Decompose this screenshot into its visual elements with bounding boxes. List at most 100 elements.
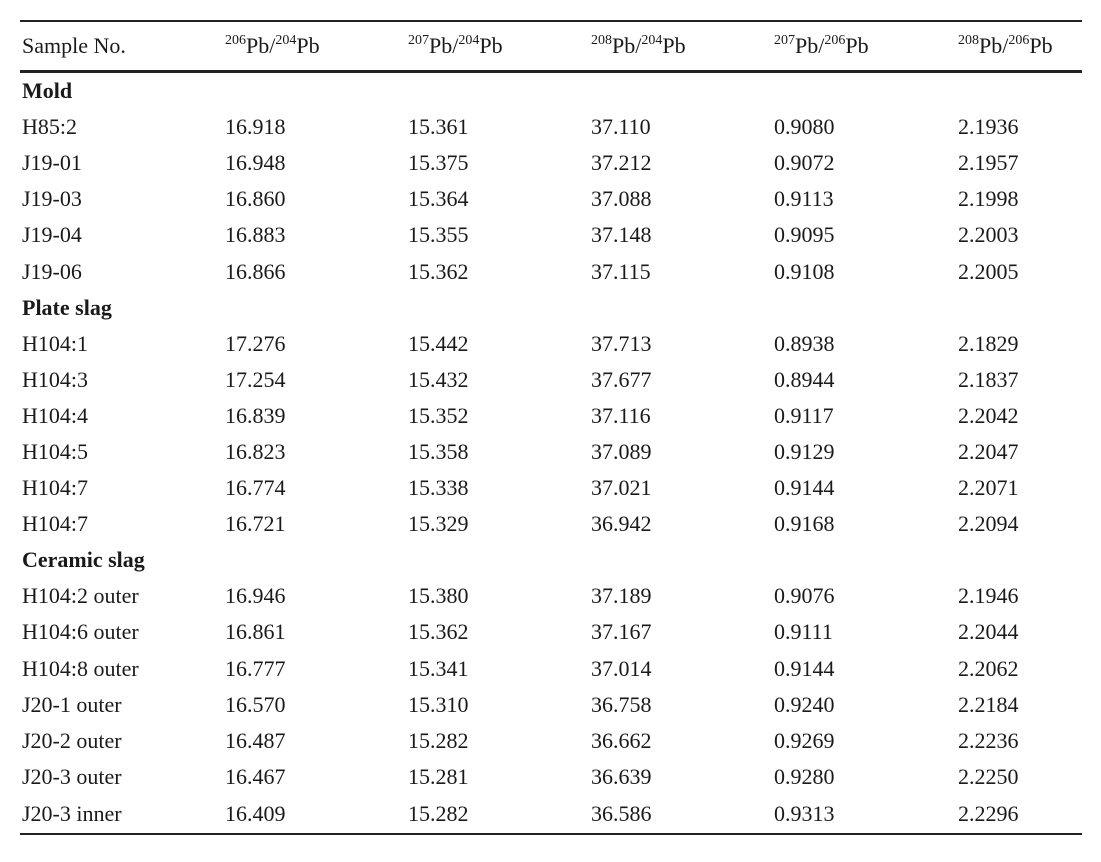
ratio-cell: 37.189 bbox=[591, 583, 652, 609]
sample-id-cell: H104:3 bbox=[22, 366, 88, 392]
ratio-cell: 37.116 bbox=[591, 402, 651, 428]
ratio-cell: 2.2250 bbox=[958, 763, 1019, 789]
ratio-cell: 15.329 bbox=[408, 511, 469, 537]
ratio-cell: 2.1946 bbox=[958, 583, 1019, 609]
ratio-cell: 2.2003 bbox=[958, 222, 1019, 248]
table-row: J19-03 16.860 15.364 37.088 0.9113 2.1998 bbox=[20, 181, 1082, 217]
header-ratio-208-206: 208Pb/206Pb bbox=[956, 20, 1082, 73]
ratio-cell: 36.662 bbox=[591, 727, 652, 753]
ratio-cell: 0.8938 bbox=[774, 330, 835, 356]
ratio-cell: 2.2296 bbox=[956, 794, 1082, 835]
ratio-cell: 37.148 bbox=[591, 222, 652, 248]
ratio-cell: 36.639 bbox=[591, 763, 652, 789]
table-header: Sample No. 206Pb/204Pb 207Pb/204Pb 208Pb… bbox=[20, 20, 1082, 73]
table-row: H104:6 outer 16.861 15.362 37.167 0.9111 2.20… bbox=[20, 614, 1082, 650]
ratio-cell: 16.918 bbox=[225, 114, 286, 140]
ratio-cell: 0.9240 bbox=[774, 691, 835, 717]
ratio-cell: 16.861 bbox=[225, 619, 286, 645]
ratio-cell: 15.352 bbox=[408, 402, 469, 428]
table-row: H104:3 17.254 15.432 37.677 0.8944 2.1837 bbox=[20, 362, 1082, 398]
table-row: J19-06 16.866 15.362 37.115 0.9108 2.2005 bbox=[20, 253, 1082, 289]
ratio-cell: 37.014 bbox=[591, 655, 652, 681]
group-label: Mold bbox=[22, 78, 73, 104]
ratio-cell: 16.409 bbox=[223, 794, 406, 835]
ratio-cell: 16.721 bbox=[225, 511, 286, 537]
ratio-cell: 15.362 bbox=[408, 258, 469, 284]
ratio-cell: 15.362 bbox=[408, 619, 469, 645]
ratio-cell: 15.361 bbox=[408, 114, 469, 140]
table-body: Mold H85:2 16.918 15.361 37.110 0.9080 2.1936 J… bbox=[20, 72, 1082, 835]
group-header-row: Plate slag bbox=[20, 290, 1082, 326]
lead-isotope-table: Sample No. 206Pb/204Pb 207Pb/204Pb 208Pb… bbox=[20, 20, 1082, 835]
sample-id-cell: H104:6 outer bbox=[22, 619, 139, 645]
ratio-cell: 16.883 bbox=[225, 222, 286, 248]
ratio-cell: 2.2071 bbox=[958, 475, 1019, 501]
sample-id-cell: H104:1 bbox=[22, 330, 88, 356]
ratio-cell: 0.8944 bbox=[774, 366, 835, 392]
ratio-cell: 2.1829 bbox=[958, 330, 1019, 356]
ratio-cell: 15.375 bbox=[408, 150, 469, 176]
sample-id-cell: J20-2 outer bbox=[22, 727, 122, 753]
table-row: H104:5 16.823 15.358 37.089 0.9129 2.2047 bbox=[20, 434, 1082, 470]
sample-id-cell: J20-3 outer bbox=[22, 763, 122, 789]
ratio-cell: 15.310 bbox=[408, 691, 469, 717]
ratio-cell: 16.823 bbox=[225, 438, 286, 464]
ratio-cell: 16.946 bbox=[225, 583, 286, 609]
ratio-cell: 16.839 bbox=[225, 402, 286, 428]
sample-id-cell: J19-04 bbox=[22, 222, 82, 248]
table-row: H104:8 outer 16.777 15.341 37.014 0.9144 2.20… bbox=[20, 651, 1082, 687]
ratio-cell: 16.777 bbox=[225, 655, 286, 681]
header-ratio-206-204: 206Pb/204Pb bbox=[223, 20, 406, 73]
table-row: H104:7 16.721 15.329 36.942 0.9168 2.2094 bbox=[20, 506, 1082, 542]
ratio-cell: 0.9269 bbox=[774, 727, 835, 753]
ratio-cell: 2.2044 bbox=[958, 619, 1019, 645]
ratio-cell: 2.1998 bbox=[958, 186, 1019, 212]
ratio-cell: 0.9117 bbox=[774, 402, 834, 428]
ratio-cell: 0.9076 bbox=[774, 583, 835, 609]
ratio-cell: 37.713 bbox=[591, 330, 652, 356]
ratio-cell: 15.442 bbox=[408, 330, 469, 356]
table-row: J19-01 16.948 15.375 37.212 0.9072 2.1957 bbox=[20, 145, 1082, 181]
ratio-cell: 17.276 bbox=[225, 330, 286, 356]
ratio-cell: 2.2062 bbox=[958, 655, 1019, 681]
ratio-cell: 36.942 bbox=[591, 511, 652, 537]
ratio-cell: 2.1957 bbox=[958, 150, 1019, 176]
ratio-cell: 0.9080 bbox=[774, 114, 835, 140]
ratio-cell: 15.341 bbox=[408, 655, 469, 681]
ratio-cell: 2.2236 bbox=[958, 727, 1019, 753]
table-row: J20-2 outer 16.487 15.282 36.662 0.9269 2.223… bbox=[20, 723, 1082, 759]
group-label: Plate slag bbox=[22, 294, 112, 320]
sample-id-cell: H104:8 outer bbox=[22, 655, 139, 681]
ratio-cell: 15.358 bbox=[408, 438, 469, 464]
ratio-cell: 0.9111 bbox=[774, 619, 833, 645]
sample-id-cell: H104:7 bbox=[22, 511, 88, 537]
sample-id-cell: J20-1 outer bbox=[22, 691, 122, 717]
group-label: Ceramic slag bbox=[22, 547, 145, 573]
ratio-cell: 0.9313 bbox=[772, 794, 956, 835]
ratio-cell: 2.2042 bbox=[958, 402, 1019, 428]
ratio-cell: 2.2047 bbox=[958, 438, 1019, 464]
sample-id-cell: J19-01 bbox=[22, 150, 82, 176]
table-row: J19-04 16.883 15.355 37.148 0.9095 2.2003 bbox=[20, 217, 1082, 253]
ratio-cell: 0.9095 bbox=[774, 222, 835, 248]
ratio-cell: 37.115 bbox=[591, 258, 651, 284]
ratio-cell: 36.758 bbox=[591, 691, 652, 717]
ratio-cell: 16.948 bbox=[225, 150, 286, 176]
sample-id-cell: J19-06 bbox=[22, 258, 82, 284]
ratio-cell: 16.570 bbox=[225, 691, 286, 717]
sample-id-cell: H104:2 outer bbox=[22, 583, 139, 609]
table-row: H104:1 17.276 15.442 37.713 0.8938 2.1829 bbox=[20, 326, 1082, 362]
ratio-cell: 2.1837 bbox=[958, 366, 1019, 392]
ratio-cell: 15.364 bbox=[408, 186, 469, 212]
ratio-cell: 15.281 bbox=[408, 763, 469, 789]
ratio-cell: 37.088 bbox=[591, 186, 652, 212]
ratio-cell: 15.432 bbox=[408, 366, 469, 392]
ratio-cell: 16.487 bbox=[225, 727, 286, 753]
ratio-cell: 0.9072 bbox=[774, 150, 835, 176]
ratio-cell: 0.9144 bbox=[774, 475, 835, 501]
sample-id-cell: H85:2 bbox=[22, 114, 77, 140]
sample-id-cell: H104:7 bbox=[22, 475, 88, 501]
ratio-cell: 17.254 bbox=[225, 366, 286, 392]
ratio-cell: 37.089 bbox=[591, 438, 652, 464]
ratio-cell: 16.774 bbox=[225, 475, 286, 501]
